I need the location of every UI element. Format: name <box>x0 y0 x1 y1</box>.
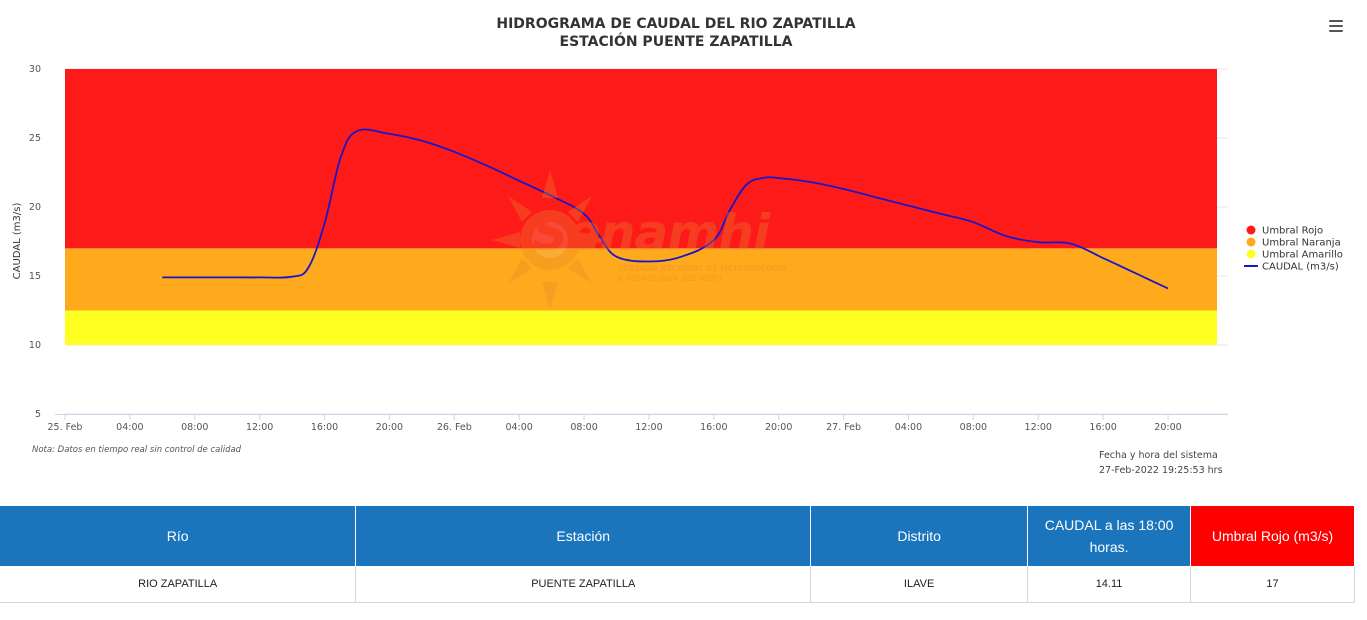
cell-caudal: 14.11 <box>1027 566 1192 603</box>
header-distrito: Distrito <box>810 506 1029 566</box>
x-tick-label: 20:00 <box>376 422 403 433</box>
header-rio: Río <box>0 506 357 566</box>
legend-item-label[interactable]: Umbral Rojo <box>1262 226 1323 237</box>
table-header-row: Río Estación Distrito CAUDAL a las 18:00… <box>0 506 1355 566</box>
y-tick-label: 30 <box>29 64 41 75</box>
x-tick-label: 27. Feb <box>826 422 861 433</box>
x-tick-label: 04:00 <box>116 422 143 433</box>
x-tick-label: 12:00 <box>246 422 273 433</box>
x-tick-label: 16:00 <box>700 422 727 433</box>
header-caudal: CAUDAL a las 18:00 horas. <box>1027 506 1192 566</box>
table-row: RIO ZAPATILLA PUENTE ZAPATILLA ILAVE 14.… <box>0 566 1355 603</box>
cell-umbral-rojo: 17 <box>1190 566 1355 603</box>
y-tick-label: 10 <box>29 340 41 351</box>
legend-item-label[interactable]: Umbral Amarillo <box>1262 250 1343 261</box>
x-tick-label: 12:00 <box>635 422 662 433</box>
band-umbral-rojo <box>65 69 1217 249</box>
x-tick-label: 08:00 <box>181 422 208 433</box>
system-time-label: Fecha y hora del sistema <box>1099 450 1218 461</box>
y-tick-label: 20 <box>29 202 41 213</box>
station-info-table: Río Estación Distrito CAUDAL a las 18:00… <box>0 506 1355 603</box>
y-tick-label: 5 <box>35 409 41 420</box>
band-umbral-amarillo <box>65 310 1217 345</box>
series-line-caudal <box>162 128 1169 290</box>
threshold-bands <box>65 69 1217 345</box>
quality-note: Nota: Datos en tiempo real sin control d… <box>32 445 242 455</box>
x-tick-label: 04:00 <box>895 422 922 433</box>
x-tick-label: 16:00 <box>311 422 338 433</box>
system-time-value: 27-Feb-2022 19:25:53 hrs <box>1099 465 1223 476</box>
series-layer <box>162 128 1169 290</box>
cell-rio: RIO ZAPATILLA <box>0 566 357 603</box>
system-time: Fecha y hora del sistema 27-Feb-2022 19:… <box>1099 448 1223 478</box>
y-axis: 5 10 15 20 25 30 <box>29 64 41 420</box>
x-tick-label: 20:00 <box>765 422 792 433</box>
x-tick-label: 25. Feb <box>48 422 83 433</box>
x-tick-label: 16:00 <box>1089 422 1116 433</box>
cell-estacion: PUENTE ZAPATILLA <box>355 566 812 603</box>
cell-distrito: ILAVE <box>810 566 1029 603</box>
y-tick-label: 15 <box>29 271 41 282</box>
header-estacion: Estación <box>355 506 812 566</box>
x-tick-label: 04:00 <box>505 422 532 433</box>
header-umbral-rojo: Umbral Rojo (m3/s) <box>1190 506 1355 566</box>
chart-subtitle: ESTACIÓN PUENTE ZAPATILLA <box>560 32 793 50</box>
x-tick-label: 08:00 <box>570 422 597 433</box>
x-tick-label: 26. Feb <box>437 422 472 433</box>
chart-title: HIDROGRAMA DE CAUDAL DEL RIO ZAPATILLA <box>496 16 855 32</box>
x-axis: 25. Feb 04:00 08:00 12:00 16:00 20:00 26. Feb 0… <box>48 414 1228 433</box>
legend-marker <box>1246 249 1256 259</box>
legend-item-label[interactable]: Umbral Naranja <box>1262 238 1341 249</box>
x-tick-label: 20:00 <box>1154 422 1181 433</box>
x-tick-label: 12:00 <box>1025 422 1052 433</box>
y-axis-label: CAUDAL (m3/s) <box>12 203 23 280</box>
band-umbral-naranja <box>65 248 1217 311</box>
hamburger-menu-icon[interactable] <box>1329 20 1343 33</box>
legend-item-label[interactable]: CAUDAL (m3/s) <box>1262 262 1339 273</box>
legend-marker <box>1246 225 1256 235</box>
y-tick-label: 25 <box>29 133 41 144</box>
hydrograph-chart: HIDROGRAMA DE CAUDAL DEL RIO ZAPATILLA E… <box>12 16 1343 433</box>
x-tick-label: 08:00 <box>960 422 987 433</box>
legend-marker <box>1246 237 1256 247</box>
